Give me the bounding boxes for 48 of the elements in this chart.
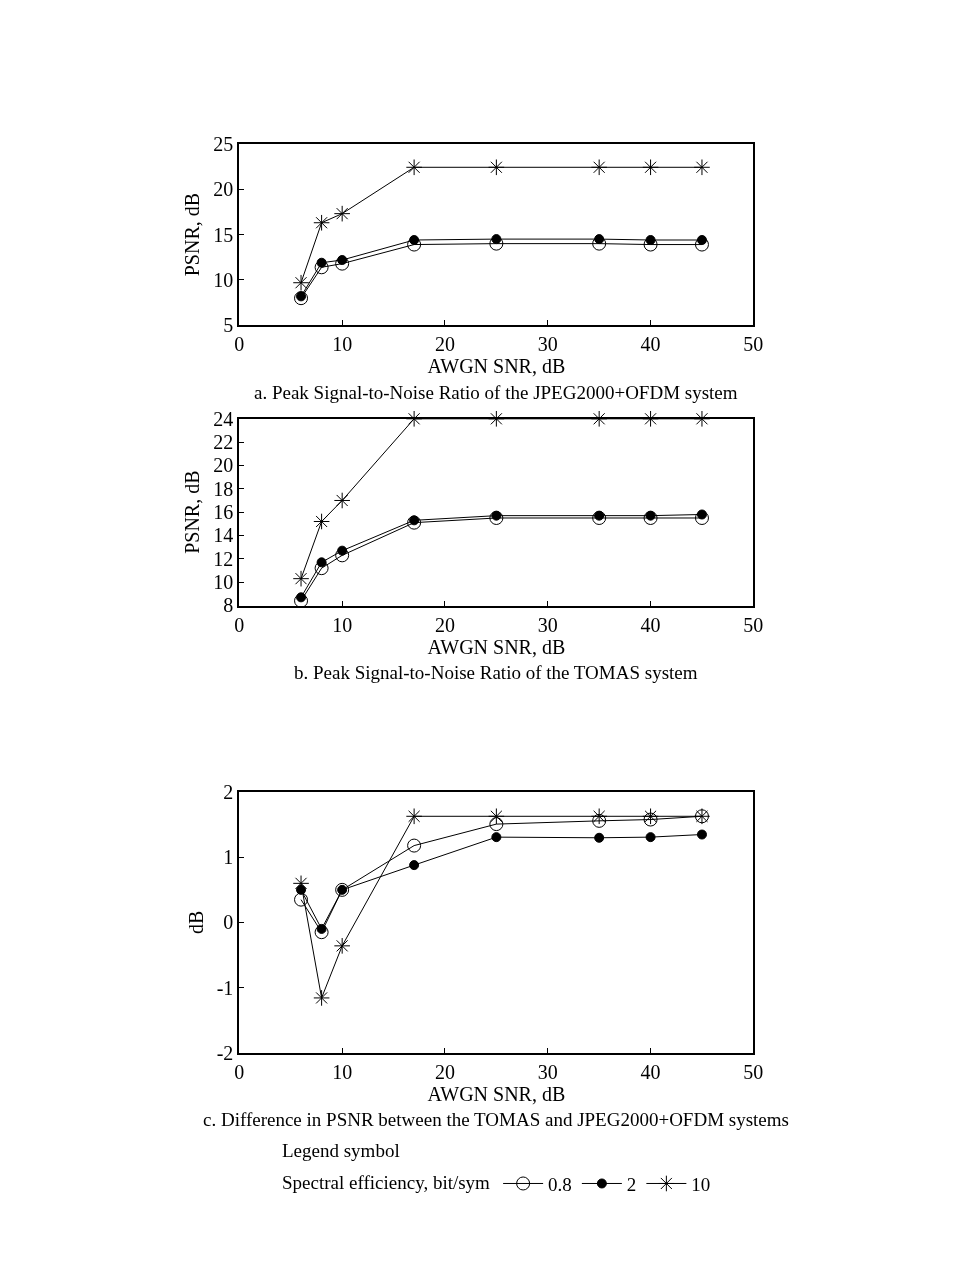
x-tick-label: 20 (434, 613, 455, 636)
y-tick-label: 1 (223, 846, 234, 869)
y-tick-label: 10 (213, 571, 234, 594)
y-tick-label: 0 (223, 911, 234, 934)
x-tick-label: 40 (640, 1060, 661, 1083)
legend-label: 10 (691, 1173, 711, 1195)
legend-label: 0.8 (548, 1173, 572, 1195)
y-tick-label: -2 (216, 1041, 234, 1064)
x-axis-title: AWGN SNR, dB (427, 635, 566, 658)
y-tick-label: 20 (213, 454, 234, 477)
y-tick-label: 18 (213, 477, 234, 500)
x-tick-label: 30 (537, 1060, 558, 1083)
y-tick-label: -1 (216, 976, 234, 999)
x-tick-label: 20 (434, 1060, 455, 1083)
x-tick-label: 40 (640, 333, 661, 356)
x-tick-label: 10 (332, 613, 353, 636)
x-tick-label: 50 (743, 1060, 764, 1083)
y-tick-label: 10 (213, 269, 234, 291)
y-tick-label: 5 (223, 314, 234, 337)
y-tick-label: 8 (223, 594, 234, 617)
x-tick-label: 40 (640, 613, 661, 636)
legend-label: 2 (626, 1173, 637, 1195)
text: b. Peak Signal-to-Noise Ratio of the TOMAS system (294, 662, 698, 683)
y-axis-title: dB (184, 910, 207, 935)
y-tick-label: 15 (213, 223, 234, 246)
legend-title: Spectral efficiency, bit/sym (282, 1172, 491, 1194)
x-tick-label: 50 (743, 333, 764, 356)
x-tick-label: 50 (743, 613, 764, 636)
y-tick-label: 2 (223, 781, 234, 804)
y-tick-label: 22 (213, 431, 234, 454)
x-tick-label: 20 (434, 333, 455, 356)
x-axis-title: AWGN SNR, dB (427, 1082, 566, 1105)
y-tick-label: 16 (213, 501, 234, 524)
x-axis-title: AWGN SNR, dB (427, 355, 566, 378)
y-axis-title: PSNR, dB (181, 192, 204, 277)
x-tick-label: 10 (332, 333, 353, 356)
x-tick-label: 30 (537, 613, 558, 636)
text: c. Difference in PSNR between the TOMAS and JPEG2000+OFDM systems (203, 1109, 789, 1130)
x-tick-label: 30 (537, 333, 558, 356)
x-tick-label: 10 (332, 1060, 353, 1083)
y-axis-title: PSNR, dB (181, 470, 204, 554)
y-tick-label: 24 (213, 407, 234, 430)
y-tick-label: 25 (213, 132, 234, 155)
y-tick-label: 14 (213, 524, 234, 547)
y-tick-label: 12 (213, 547, 234, 570)
y-tick-label: 20 (213, 178, 234, 201)
text: Legend symbol (282, 1140, 400, 1161)
text: a. Peak Signal-to-Noise Ratio of the JPEG2000+OFDM system (254, 382, 738, 403)
